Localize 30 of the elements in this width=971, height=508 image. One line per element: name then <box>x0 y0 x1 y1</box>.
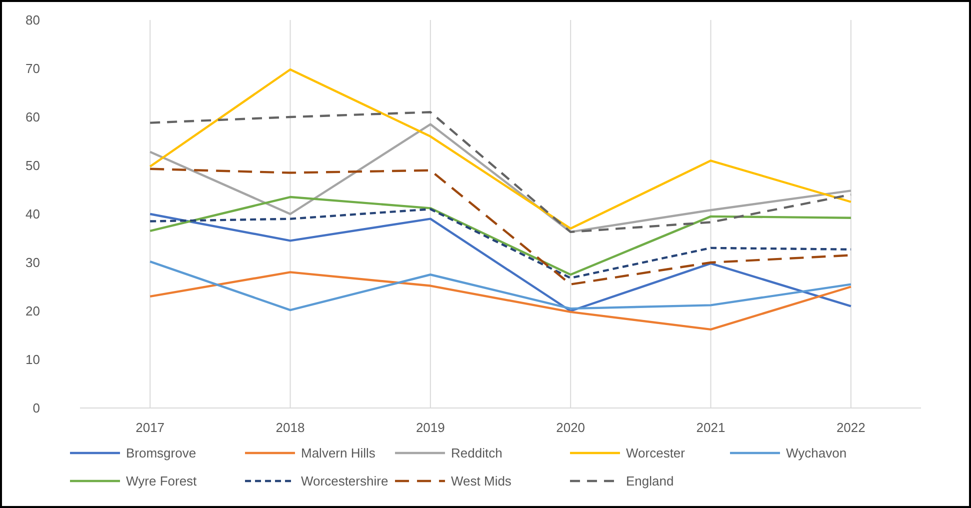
y-tick-label: 70 <box>26 61 40 76</box>
legend-label: Bromsgrove <box>126 446 196 461</box>
y-tick-label: 20 <box>26 304 40 319</box>
line-series <box>148 196 852 276</box>
line-series <box>148 271 852 331</box>
line-series <box>148 68 852 230</box>
y-tick-label: 60 <box>26 110 40 125</box>
legend-label: Malvern Hills <box>301 446 376 461</box>
x-tick-label: 2018 <box>276 420 305 435</box>
line-series <box>148 208 852 280</box>
line-series <box>148 212 852 312</box>
y-tick-label: 50 <box>26 158 40 174</box>
line-series <box>148 260 852 312</box>
y-tick-label: 0 <box>32 400 40 416</box>
legend-label: West Mids <box>451 474 512 489</box>
legend-label: Redditch <box>451 446 502 461</box>
x-tick-label: 2021 <box>696 420 726 435</box>
legend-label: England <box>626 474 674 489</box>
legend-label: Worcestershire <box>301 474 388 489</box>
y-tick-label: 40 <box>26 206 40 222</box>
x-tick-label: 2022 <box>836 420 866 435</box>
x-tick-label: 2017 <box>136 420 165 435</box>
x-tick-label: 2020 <box>556 420 586 435</box>
legend-label: Wyre Forest <box>126 474 198 489</box>
y-tick-label: 80 <box>26 12 40 28</box>
x-tick-label: 2019 <box>416 420 445 435</box>
y-tick-label: 10 <box>26 352 40 368</box>
y-tick-label: 30 <box>26 255 40 270</box>
legend-label: Wychavon <box>786 446 847 461</box>
legend-label: Worcester <box>626 446 686 461</box>
